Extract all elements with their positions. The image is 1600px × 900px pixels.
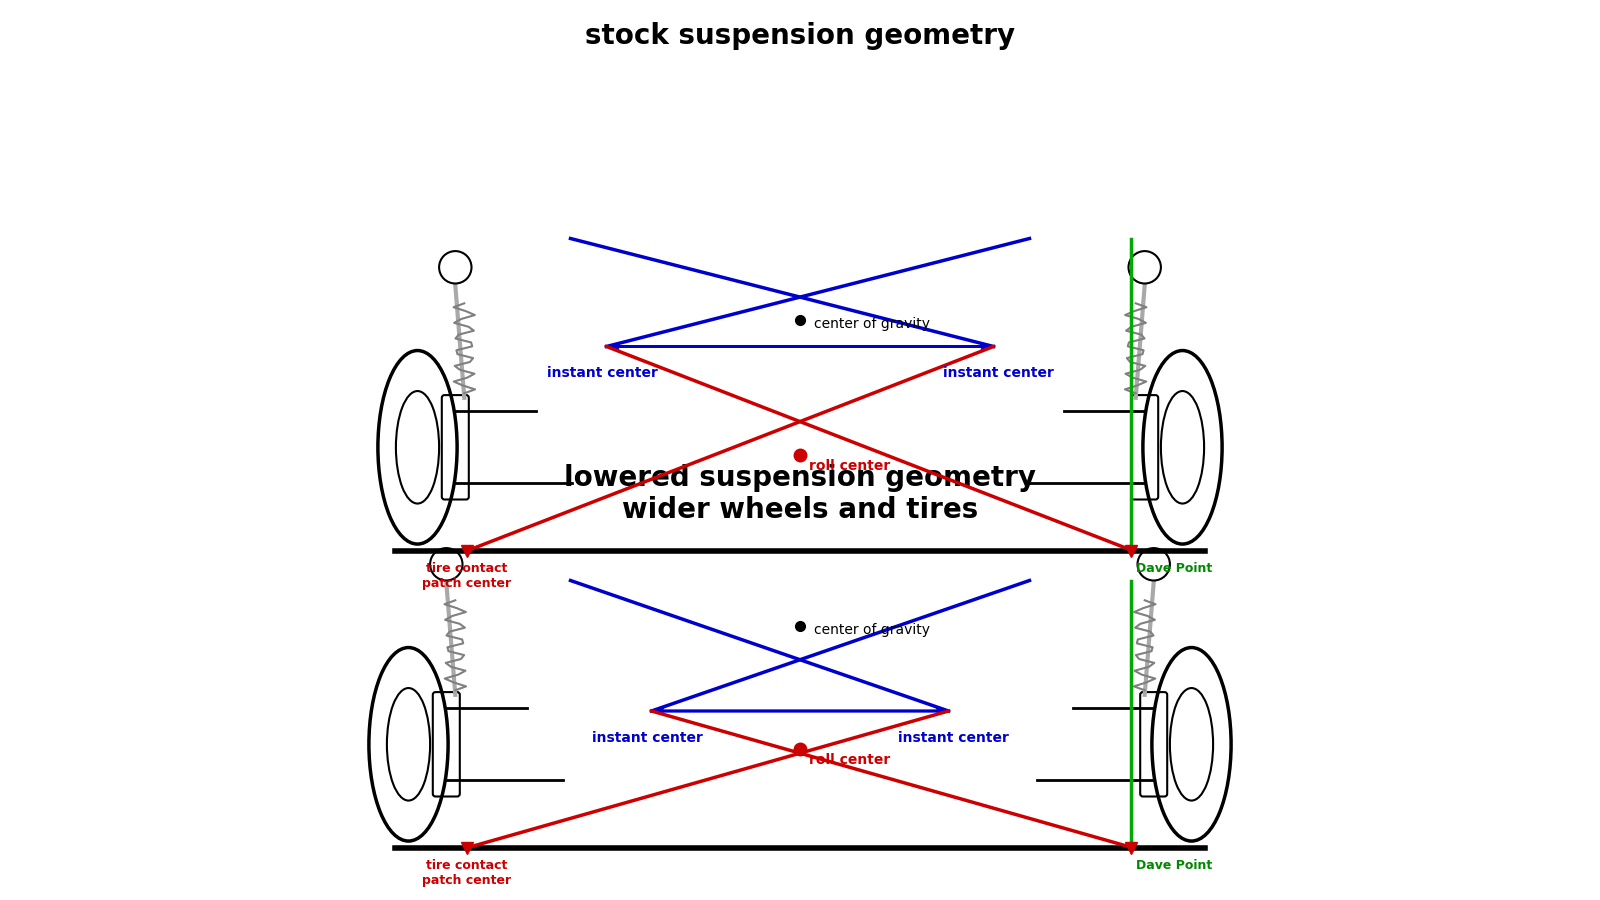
Text: tire contact
patch center: tire contact patch center bbox=[422, 859, 512, 886]
Text: instant center: instant center bbox=[547, 366, 658, 381]
Text: center of gravity: center of gravity bbox=[813, 317, 930, 331]
Text: Dave Point: Dave Point bbox=[1136, 859, 1211, 871]
Text: lowered suspension geometry
wider wheels and tires: lowered suspension geometry wider wheels… bbox=[563, 464, 1037, 524]
Text: tire contact
patch center: tire contact patch center bbox=[422, 562, 512, 590]
Text: Dave Point: Dave Point bbox=[1136, 562, 1211, 574]
Text: center of gravity: center of gravity bbox=[813, 623, 930, 637]
Text: instant center: instant center bbox=[898, 731, 1008, 745]
Text: instant center: instant center bbox=[942, 366, 1053, 381]
Text: roll center: roll center bbox=[810, 459, 890, 473]
Text: stock suspension geometry: stock suspension geometry bbox=[586, 22, 1014, 50]
Text: roll center: roll center bbox=[810, 753, 890, 768]
Text: instant center: instant center bbox=[592, 731, 702, 745]
